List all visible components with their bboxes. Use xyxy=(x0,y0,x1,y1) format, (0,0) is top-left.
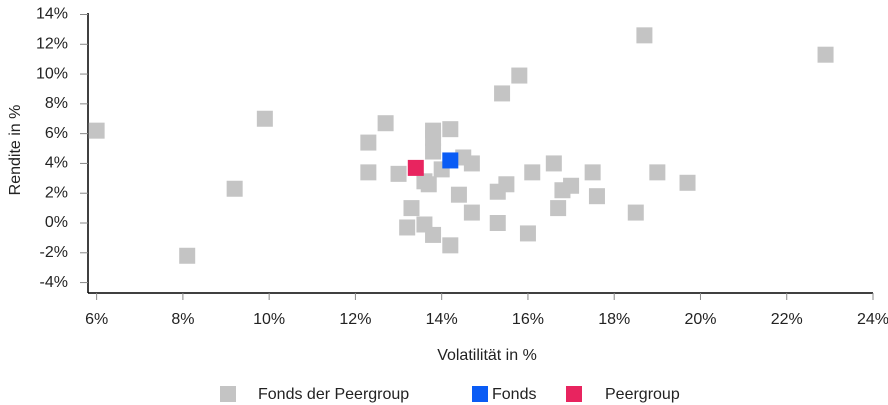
point xyxy=(817,46,834,63)
legend-swatch xyxy=(566,386,582,402)
point xyxy=(584,164,601,181)
point xyxy=(403,200,420,217)
x-tick-label: 6% xyxy=(85,311,108,328)
x-axis-label: Volatilität in % xyxy=(437,347,537,364)
y-tick-label: 6% xyxy=(45,125,68,142)
point xyxy=(450,186,467,203)
point xyxy=(550,200,567,217)
point xyxy=(390,165,407,182)
legend-swatch xyxy=(472,386,488,402)
y-tick-label: 2% xyxy=(45,184,68,201)
point xyxy=(407,159,424,176)
point xyxy=(511,67,528,84)
y-tick-label: 0% xyxy=(45,214,68,231)
x-tick-label: 18% xyxy=(598,311,630,328)
point xyxy=(420,176,437,193)
legend-label: Peergroup xyxy=(605,386,680,403)
y-tick-label: 14% xyxy=(36,6,68,23)
point xyxy=(679,174,696,191)
x-tick-label: 22% xyxy=(771,311,803,328)
point xyxy=(498,176,515,193)
point xyxy=(563,177,580,194)
point xyxy=(256,110,273,127)
point xyxy=(489,215,506,231)
point xyxy=(226,180,243,197)
x-tick-label: 12% xyxy=(339,311,371,328)
point xyxy=(627,204,644,221)
point xyxy=(425,143,442,160)
point xyxy=(425,226,442,243)
y-tick-label: 4% xyxy=(45,155,68,172)
y-tick-label: -2% xyxy=(40,244,68,261)
point xyxy=(399,219,416,236)
point xyxy=(545,155,562,172)
x-tick-label: 20% xyxy=(684,311,716,328)
x-tick-label: 10% xyxy=(253,311,285,328)
x-tick-label: 24% xyxy=(857,311,888,328)
x-tick-label: 14% xyxy=(426,311,458,328)
x-tick-label: 16% xyxy=(512,311,544,328)
point xyxy=(179,247,196,264)
x-tick-label: 8% xyxy=(171,311,194,328)
y-tick-label: 8% xyxy=(45,95,68,112)
point xyxy=(442,237,459,254)
y-axis-label: Rendite in % xyxy=(7,105,24,196)
point xyxy=(360,164,377,181)
y-tick-label: 10% xyxy=(36,65,68,82)
point xyxy=(425,130,442,147)
legend-label: Fonds der Peergroup xyxy=(258,386,409,403)
point xyxy=(360,134,377,151)
legend-swatch xyxy=(220,386,236,402)
legend-label: Fonds xyxy=(492,386,536,403)
point xyxy=(494,85,511,102)
point xyxy=(442,152,459,169)
point xyxy=(463,155,480,172)
point xyxy=(588,188,605,205)
y-tick-label: 12% xyxy=(36,35,68,52)
point xyxy=(88,122,105,139)
point xyxy=(649,164,666,181)
point xyxy=(636,27,653,44)
point xyxy=(442,121,459,138)
point xyxy=(377,115,394,132)
point xyxy=(463,204,480,221)
y-tick-label: -4% xyxy=(40,274,68,291)
point xyxy=(524,164,541,181)
point xyxy=(519,225,536,242)
